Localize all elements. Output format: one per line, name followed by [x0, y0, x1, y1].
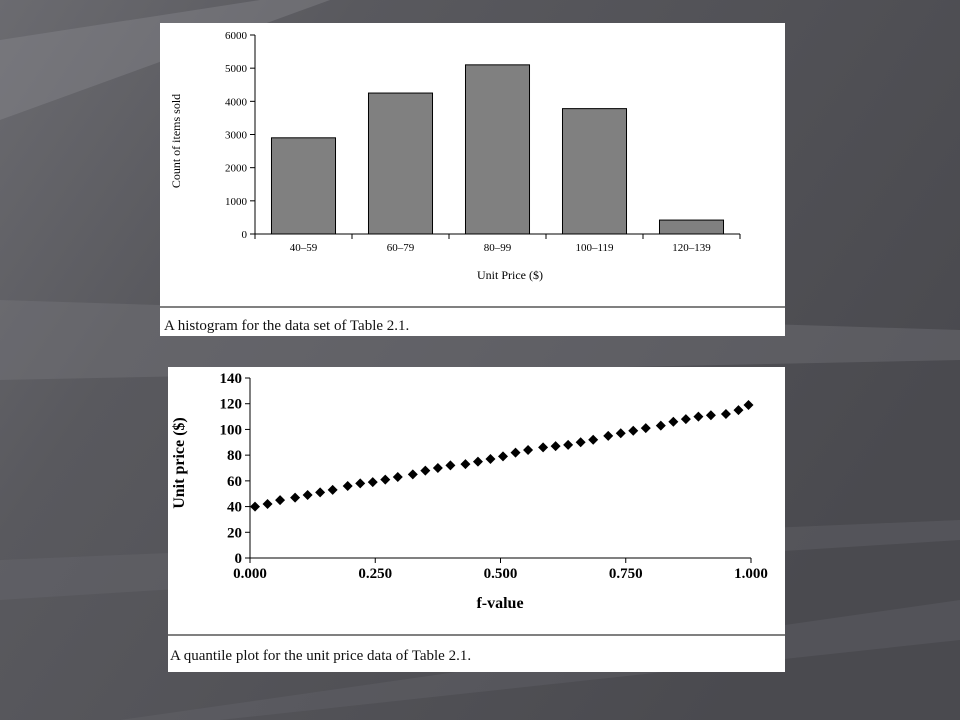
quantile-point — [720, 409, 731, 419]
quantile-y-tick-label: 60 — [227, 474, 242, 490]
quantile-x-axis-label: f-value — [476, 595, 523, 612]
histogram-x-tick-label: 80–99 — [484, 242, 512, 254]
quantile-point — [262, 499, 273, 509]
quantile-x-tick-label: 1.000 — [734, 566, 768, 582]
quantile-point — [355, 478, 366, 489]
quantile-x-tick-label: 0.750 — [609, 566, 643, 582]
quantile-point — [392, 472, 403, 482]
quantile-point — [640, 423, 651, 434]
histogram-x-axis-label: Unit Price ($) — [477, 268, 543, 282]
quantile-point — [575, 437, 586, 448]
quantile-point — [588, 434, 599, 445]
histogram-bar — [658, 219, 725, 235]
quantile-y-tick-label: 100 — [220, 422, 243, 438]
quantile-plot-panel: 0 20 40 60 80 100 120 140 0.000 0.250 0.500 0.750 1… — [168, 367, 785, 672]
histogram-x-tick-label: 100–119 — [575, 242, 614, 254]
histogram-y-tick-label: 2000 — [225, 163, 248, 175]
quantile-y-tick-label: 0 — [235, 551, 243, 567]
quantile-point — [538, 442, 549, 453]
quantile-point — [705, 410, 716, 421]
quantile-point — [472, 456, 483, 467]
quantile-point — [407, 469, 418, 480]
quantile-point — [445, 460, 456, 471]
histogram-chart: 0 1000 2000 3000 4000 5000 6000 40–59 60–79 80–9… — [160, 30, 785, 334]
histogram-panel: 0 1000 2000 3000 4000 5000 6000 40–59 60–79 80–9… — [160, 23, 785, 336]
quantile-y-axis-label: Unit price ($) — [171, 417, 188, 509]
histogram-y-tick-label: 6000 — [225, 30, 248, 42]
quantile-point — [668, 416, 679, 427]
quantile-point — [485, 454, 496, 464]
quantile-point — [743, 400, 754, 410]
quantile-x-tick-label: 0.250 — [358, 566, 392, 582]
quantile-point — [655, 420, 666, 431]
quantile-point — [315, 487, 326, 498]
histogram-bar — [367, 92, 434, 235]
histogram-bar — [464, 64, 531, 235]
quantile-point — [302, 490, 313, 500]
quantile-y-tick-label: 40 — [227, 500, 242, 516]
quantile-point — [432, 463, 443, 473]
quantile-y-tick-label: 80 — [227, 448, 242, 464]
quantile-x-tick-label: 0.000 — [233, 566, 267, 582]
quantile-caption: A quantile plot for the unit price data … — [170, 648, 471, 664]
histogram-x-tick-label: 40–59 — [290, 242, 318, 254]
histogram-y-tick-label: 5000 — [225, 63, 248, 75]
quantile-point — [680, 414, 691, 425]
histogram-y-tick-label: 4000 — [225, 96, 248, 108]
quantile-point — [603, 430, 614, 441]
quantile-point — [523, 445, 534, 455]
quantile-point — [628, 425, 639, 436]
histogram-y-tick-label: 0 — [242, 229, 248, 241]
quantile-point — [250, 501, 261, 512]
quantile-y-tick-label: 20 — [227, 525, 242, 541]
quantile-point — [693, 411, 704, 422]
quantile-point — [460, 459, 471, 470]
histogram-caption: A histogram for the data set of Table 2.… — [164, 318, 409, 334]
histogram-x-tick-label: 60–79 — [387, 242, 415, 254]
quantile-point — [290, 492, 301, 503]
histogram-bar — [270, 137, 337, 235]
quantile-x-tick-label: 0.500 — [484, 566, 518, 582]
quantile-point — [380, 474, 391, 485]
quantile-point — [498, 451, 509, 462]
quantile-point — [275, 495, 286, 506]
histogram-x-tick-label: 120–139 — [672, 242, 711, 254]
quantile-point — [420, 465, 431, 476]
quantile-y-tick-label: 120 — [220, 397, 243, 413]
quantile-point — [733, 405, 744, 416]
quantile-point — [563, 439, 574, 450]
quantile-point — [367, 477, 378, 488]
quantile-plot-chart: 0 20 40 60 80 100 120 140 0.000 0.250 0.500 0.750 1… — [168, 371, 785, 664]
histogram-y-tick-label: 1000 — [225, 196, 248, 208]
histogram-y-tick-label: 3000 — [225, 130, 248, 142]
histogram-y-axis-label: Count of items sold — [169, 94, 183, 188]
quantile-point — [327, 484, 338, 495]
quantile-y-tick-label: 140 — [220, 371, 243, 387]
quantile-point — [615, 428, 626, 439]
quantile-point — [550, 441, 561, 452]
quantile-point — [342, 481, 353, 491]
histogram-bar — [561, 108, 628, 235]
quantile-point — [510, 447, 521, 458]
